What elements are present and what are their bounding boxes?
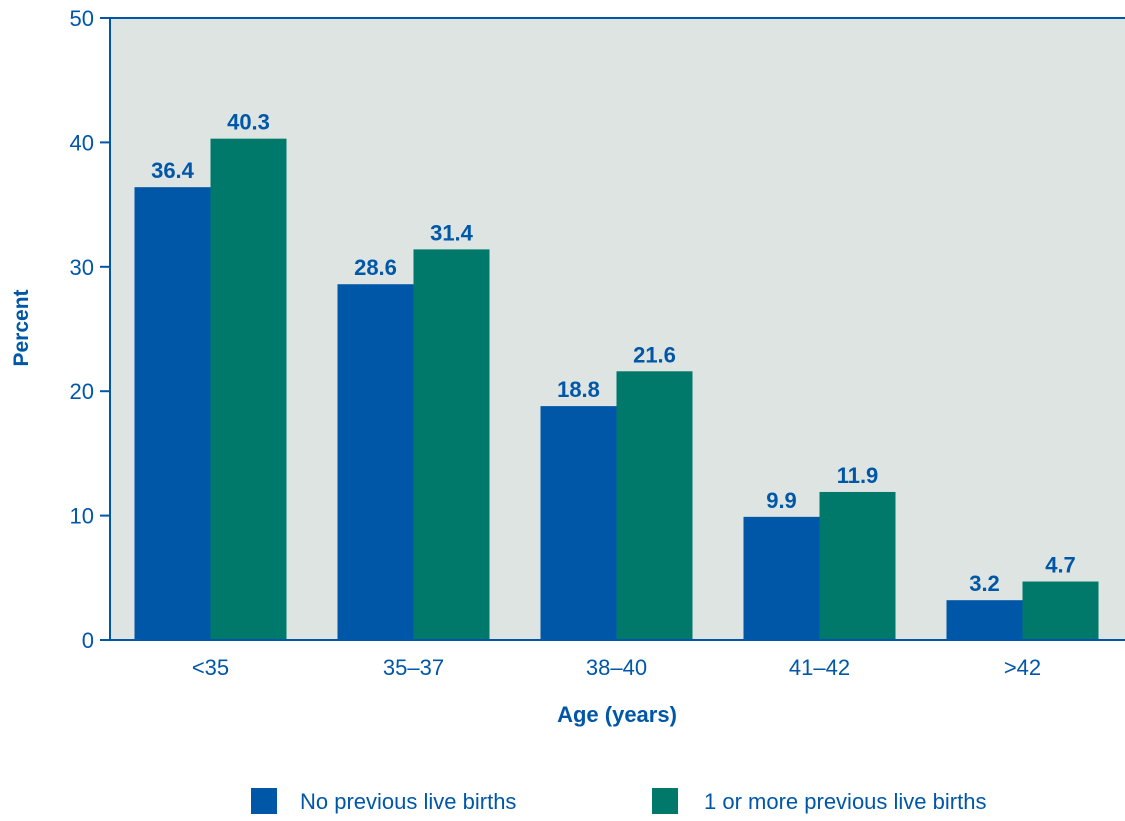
bar xyxy=(946,600,1023,640)
legend: No previous live births 1 or more previou… xyxy=(251,788,986,814)
bar xyxy=(540,406,617,640)
data-label: 40.3 xyxy=(227,110,270,135)
bar xyxy=(134,187,211,640)
data-label: 18.8 xyxy=(557,377,600,402)
bar xyxy=(819,491,896,640)
bars-layer xyxy=(134,138,1099,640)
data-label: 21.6 xyxy=(633,342,676,367)
bar xyxy=(1022,581,1099,640)
x-tick-label: 35–37 xyxy=(383,655,444,680)
y-tick-label: 30 xyxy=(70,255,94,280)
bar xyxy=(616,371,693,640)
legend-label: 1 or more previous live births xyxy=(704,789,986,814)
axes-layer: 0 10 20 30 40 50 <35 35–37 38–40 41–42 >42 xyxy=(70,6,1125,680)
legend-swatch xyxy=(251,788,277,814)
data-label: 3.2 xyxy=(969,571,1000,596)
y-tick-label: 40 xyxy=(70,130,94,155)
labels-layer: 36.4 40.3 28.6 31.4 18.8 21.6 9.9 11.9 3.2 4.7 xyxy=(151,110,1076,597)
bar xyxy=(210,138,287,640)
x-tick-label: >42 xyxy=(1004,655,1041,680)
y-tick-label: 0 xyxy=(82,628,94,653)
legend-swatch xyxy=(652,788,678,814)
bar xyxy=(413,249,490,640)
data-label: 11.9 xyxy=(837,463,879,488)
bar xyxy=(337,284,414,640)
y-tick-label: 50 xyxy=(70,6,94,31)
data-label: 36.4 xyxy=(151,158,195,183)
y-tick-label: 10 xyxy=(70,504,94,529)
data-label: 4.7 xyxy=(1045,553,1076,578)
data-label: 31.4 xyxy=(430,220,474,245)
x-tick-label: <35 xyxy=(192,655,229,680)
legend-label: No previous live births xyxy=(300,789,516,814)
bar xyxy=(743,516,820,640)
x-tick-label: 41–42 xyxy=(789,655,850,680)
y-tick-label: 20 xyxy=(70,379,94,404)
x-axis-title: Age (years) xyxy=(557,702,677,727)
y-axis-title: Percent xyxy=(10,289,33,366)
data-label: 9.9 xyxy=(766,488,797,513)
x-tick-label: 38–40 xyxy=(586,655,647,680)
data-label: 28.6 xyxy=(354,255,397,280)
